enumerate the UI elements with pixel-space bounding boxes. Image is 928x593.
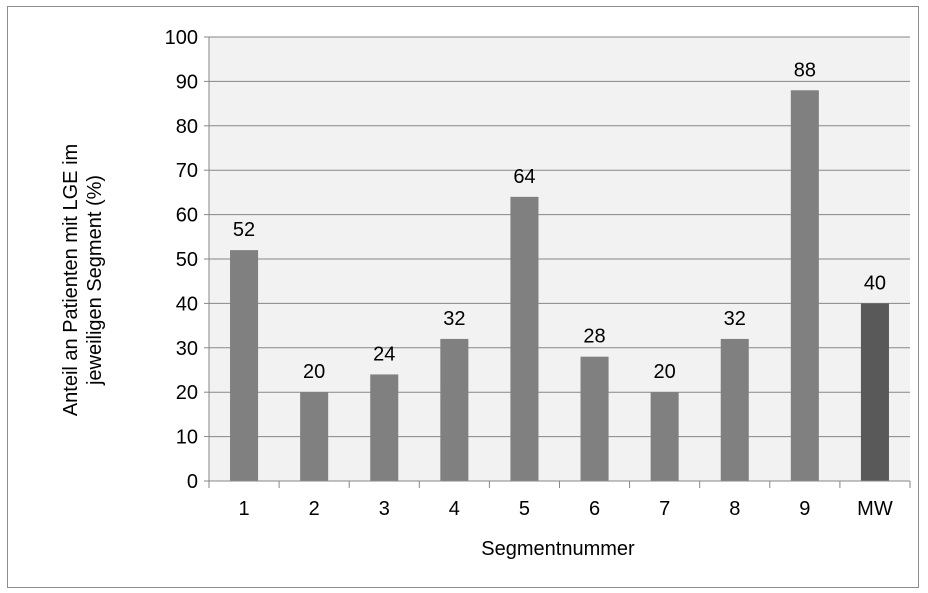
bar [790,90,819,481]
bar [510,196,539,481]
y-tick-label: 10 [176,427,198,449]
y-axis-label: Anteil an Patienten mit LGE im jeweilige… [60,144,106,416]
data-label: 88 [794,59,816,81]
y-tick-label: 90 [176,71,198,93]
data-label: 64 [513,166,535,188]
y-tick-label: 30 [176,338,198,360]
data-label: 24 [373,343,395,365]
y-tick-label: 0 [187,471,198,493]
x-tick-label: 3 [379,498,390,520]
bar [440,338,469,481]
y-tick-label: 100 [165,27,198,49]
bar-mean [860,303,889,481]
x-tick-label: 1 [238,498,249,520]
data-label: 40 [864,272,886,294]
data-label: 32 [443,308,465,330]
x-axis-label: Segmentnummer [481,538,635,560]
x-tick-label: 4 [449,498,460,520]
bar [580,356,609,481]
x-tick-label: 9 [799,498,810,520]
data-labels: 52 20 24 32 64 28 20 32 88 40 [233,59,886,383]
data-label: 32 [724,308,746,330]
x-tick-label: 6 [589,498,600,520]
bar [370,374,399,481]
x-tick-label: MW [857,498,893,520]
y-axis-label-line-2: jeweiligen Segment (%) [84,175,106,386]
chart-frame [7,6,919,588]
x-tick-label: 7 [659,498,670,520]
x-tick-label: 5 [519,498,530,520]
y-tick-label: 70 [176,160,198,182]
y-axis-label-line-1: Anteil an Patienten mit LGE im [60,144,82,416]
x-tick-label: 2 [309,498,320,520]
y-tick-label: 40 [176,293,198,315]
data-label: 20 [654,361,676,383]
bar [720,338,749,481]
y-tick-label: 50 [176,249,198,271]
bar [300,392,329,481]
data-label: 28 [583,326,605,348]
bar [650,392,679,481]
x-tick-label: 8 [729,498,740,520]
axes [204,36,911,488]
y-tick-label: 60 [176,205,198,227]
bar [230,250,259,481]
data-label: 52 [233,219,255,241]
y-tick-label: 80 [176,116,198,138]
y-tick-labels: 0 10 20 30 40 50 60 70 80 90 100 [165,27,198,493]
y-tick-label: 20 [176,382,198,404]
data-label: 20 [303,361,325,383]
x-tick-labels: 1 2 3 4 5 6 7 8 9 MW [238,498,892,520]
bars [230,90,889,481]
